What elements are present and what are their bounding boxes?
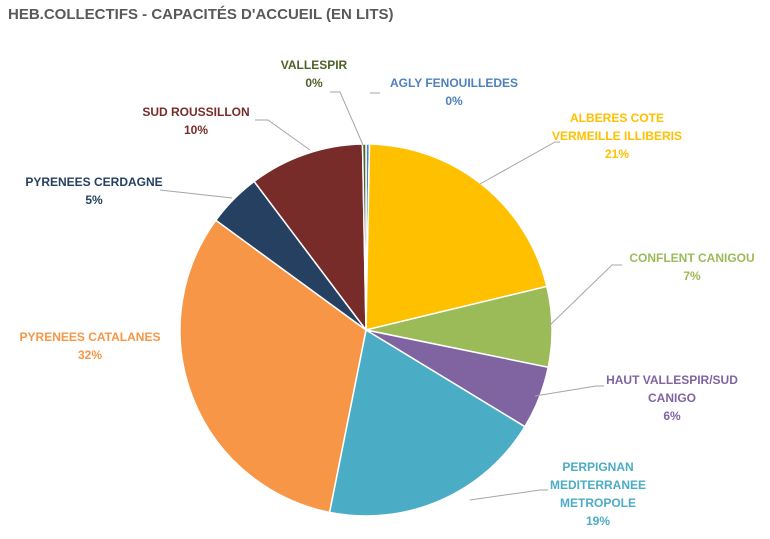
slice-label-3: HAUT VALLESPIR/SUD CANIGO 6% (606, 373, 738, 423)
leader-line-7 (255, 119, 311, 151)
chart-title: HEB.COLLECTIFS - CAPACITÉS D'ACCUEIL (EN… (8, 6, 394, 23)
slice-label-6: PYRENEES CERDAGNE 5% (25, 175, 162, 207)
leader-line-3 (534, 385, 604, 397)
slice-label-1: ALBERES COTE VERMEILLE ILLIBERIS 21% (552, 111, 682, 161)
leader-line-4 (469, 489, 548, 501)
pie-slice-7 (253, 143, 367, 333)
leader-line-2 (547, 264, 622, 328)
slice-label-7: SUD ROUSSILLON 10% (142, 105, 249, 137)
leader-line-8 (330, 91, 364, 146)
slice-label-5: PYRENEES CATALANES 32% (20, 330, 161, 362)
slice-label-8: VALLESPIR 0% (281, 58, 348, 90)
leader-line-1 (479, 141, 560, 185)
pie-slice-4 (328, 328, 526, 517)
pie-slice-1 (365, 143, 548, 331)
leader-line-6 (159, 189, 233, 199)
pie-slice-5 (179, 219, 367, 514)
slice-label-2: CONFLENT CANIGOU 7% (629, 251, 754, 283)
slice-label-0: AGLY FENOUILLEDES 0% (390, 76, 518, 108)
slice-label-4: PERPIGNAN MEDITERRANEE METROPOLE 19% (550, 460, 646, 528)
